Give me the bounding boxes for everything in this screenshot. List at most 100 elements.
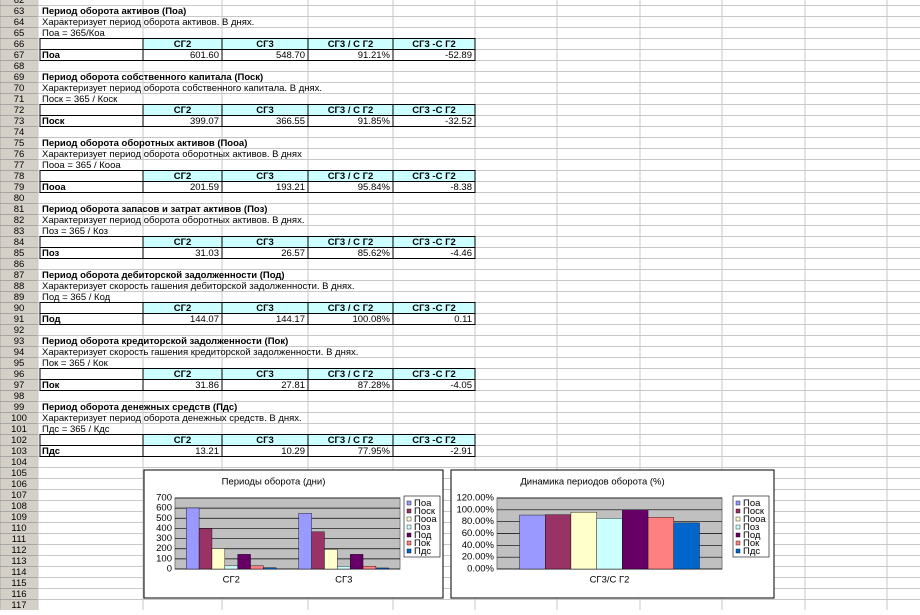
table-cell [39, 434, 144, 446]
header-text: СГ3 -С Г2 [412, 237, 456, 248]
section-formula: Поз = 365 / Коз [42, 226, 108, 237]
table-cell [392, 49, 476, 61]
legend-swatch [735, 524, 741, 530]
table-cell [39, 170, 144, 182]
table-cell [39, 368, 144, 380]
legend-label: Под [414, 530, 432, 541]
row-label: Пок [42, 380, 60, 391]
bar [198, 528, 213, 570]
table-cell [392, 115, 476, 127]
section-formula: Пок = 365 / Кок [42, 358, 109, 369]
legend-label: Пдс [743, 546, 760, 557]
section-formula: Поа = 365/Коа [42, 28, 106, 39]
row-label: Пдс [42, 446, 60, 457]
row-number: 114 [11, 567, 26, 578]
row-number: 96 [14, 369, 25, 380]
legend-label: Пдс [414, 546, 431, 557]
legend-swatch [406, 500, 412, 506]
bar [224, 565, 238, 570]
header-text: СГ3 / С Г2 [328, 369, 374, 380]
bar [647, 517, 674, 570]
section-description: Характеризует период оборота собственног… [42, 83, 322, 94]
header-text: СГ3 [256, 303, 274, 314]
row-number: 92 [14, 325, 25, 336]
legend-label: Пооа [414, 514, 437, 525]
legend-label: Поа [414, 498, 432, 509]
legend-swatch [406, 508, 412, 514]
header-text: СГ2 [174, 237, 192, 248]
chart-title: Динамика периодов оборота (%) [520, 477, 664, 488]
row-number: 106 [11, 479, 27, 490]
table-cell [392, 247, 476, 259]
table-cell [39, 104, 144, 116]
header-text: СГ3 / С Г2 [328, 303, 374, 314]
legend-label: Пок [743, 538, 760, 549]
cell-value: 13.21 [195, 446, 219, 457]
cell-value: 77.95% [358, 446, 391, 457]
header-text: СГ3 [256, 237, 274, 248]
row-number: 93 [14, 336, 25, 347]
y-tick-label: 300 [156, 533, 172, 544]
legend-swatch [735, 548, 741, 554]
header-text: СГ3 / С Г2 [328, 237, 374, 248]
header-text: СГ2 [174, 435, 192, 446]
section-title: Период оборота собственного капитала (По… [42, 72, 263, 83]
row-number: 84 [14, 237, 25, 248]
row-number: 90 [14, 303, 25, 314]
header-text: СГ3 -С Г2 [412, 369, 456, 380]
row-number: 99 [14, 402, 25, 413]
row-number: 69 [14, 72, 25, 83]
section-formula: Под = 365 / Код [42, 292, 111, 303]
row-number: 79 [14, 182, 25, 193]
bar [250, 565, 264, 570]
header-text: СГ3 -С Г2 [412, 105, 456, 116]
header-text: СГ3 [256, 369, 274, 380]
row-number: 105 [11, 468, 27, 479]
section-description: Характеризует скорость гашения дебиторск… [42, 281, 354, 292]
row-number: 82 [14, 215, 25, 226]
row-number: 80 [14, 193, 25, 204]
cell-value: 0.11 [454, 314, 472, 325]
bar [211, 548, 226, 570]
row-number: 103 [11, 446, 27, 457]
bar [324, 549, 338, 570]
header-text: СГ2 [174, 369, 192, 380]
cell-value: 548.70 [276, 50, 305, 61]
legend-label: Пооа [743, 514, 766, 525]
bar [622, 509, 649, 570]
bar [263, 567, 277, 570]
section-description: Характеризует период оборота активов. В … [42, 17, 254, 28]
header-text: СГ2 [174, 39, 192, 50]
legend-label: Поа [743, 498, 761, 509]
legend-label: Поз [414, 522, 430, 533]
table-cell [392, 445, 476, 457]
header-text: СГ2 [174, 105, 192, 116]
row-number: 63 [14, 6, 25, 17]
table-cell [392, 379, 476, 391]
cell-value: 91.21% [358, 50, 391, 61]
row-label: Поа [42, 50, 61, 61]
header-text: СГ3 [256, 39, 274, 50]
header-text: СГ3 / С Г2 [328, 39, 374, 50]
row-number: 101 [11, 424, 27, 435]
row-number: 115 [11, 578, 26, 589]
cell-value: -2.91 [450, 446, 472, 457]
y-tick-label: 200 [156, 543, 172, 554]
row-number: 68 [14, 61, 25, 72]
row-number: 71 [14, 94, 25, 105]
bar [570, 512, 597, 570]
section-title: Период оборота активов (Поа) [42, 6, 186, 17]
legend-swatch [735, 500, 741, 506]
legend-swatch [406, 516, 412, 522]
table-cell [392, 181, 476, 193]
cell-value: -4.46 [450, 248, 472, 259]
legend-swatch [735, 508, 741, 514]
cell-value: 31.03 [195, 248, 219, 259]
bar [362, 565, 377, 570]
x-tick-label: СГ3/С Г2 [590, 575, 630, 586]
y-tick-label: 400 [156, 523, 172, 534]
cell-value: -52.89 [445, 50, 472, 61]
bar [519, 514, 546, 570]
cell-value: -4.05 [450, 380, 472, 391]
y-tick-label: 60.00% [462, 528, 495, 539]
